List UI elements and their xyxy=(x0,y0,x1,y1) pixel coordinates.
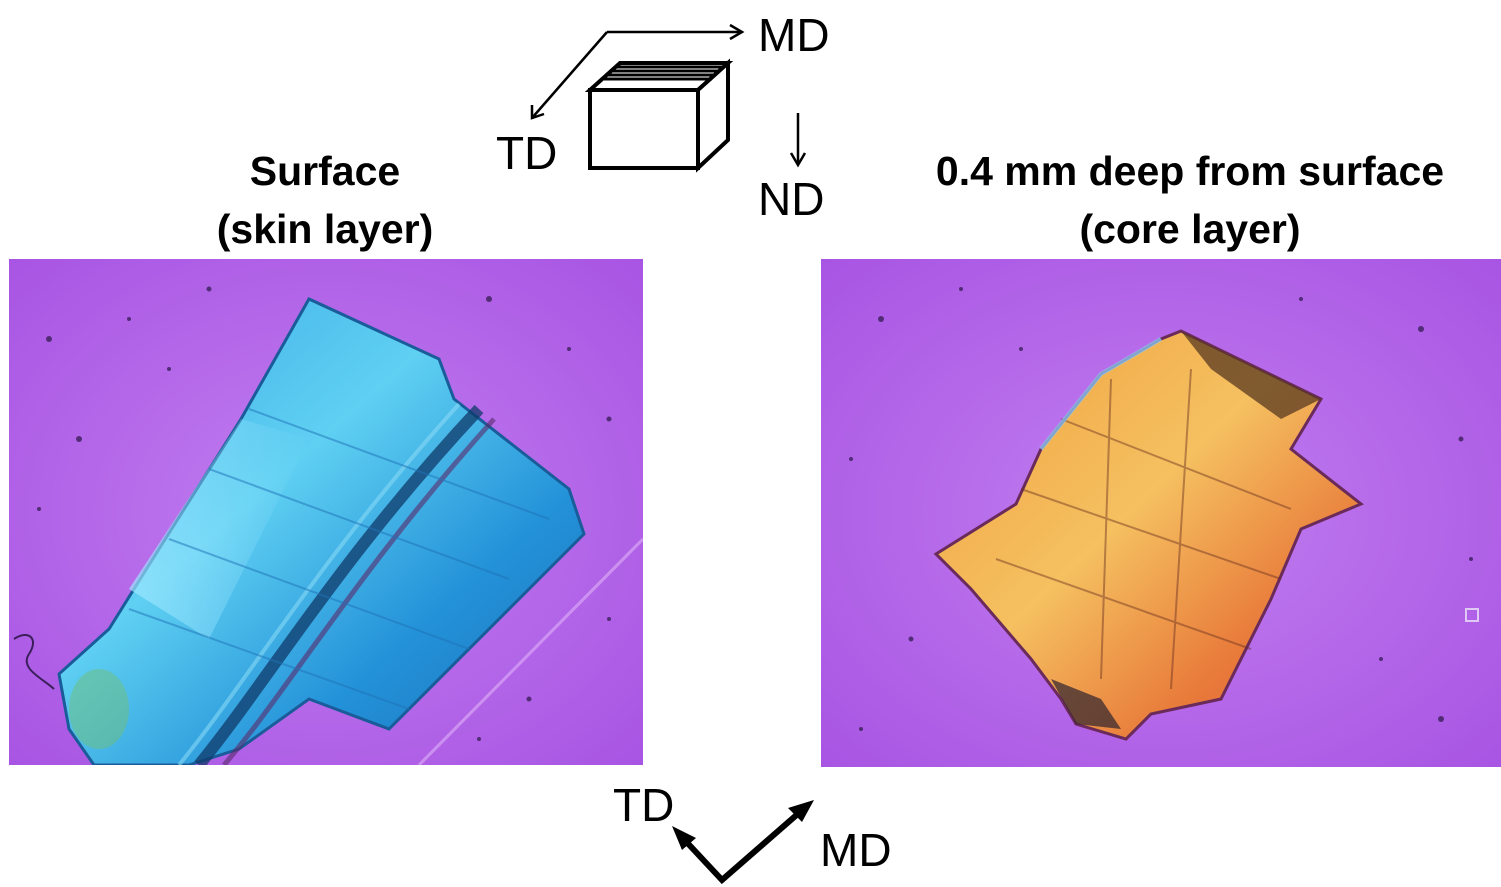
left-title-line2: (skin layer) xyxy=(216,206,434,252)
left-panel-title: Surface (skin layer) xyxy=(160,142,490,258)
skin-layer-micrograph xyxy=(9,259,643,765)
right-title-line2: (core layer) xyxy=(1079,206,1301,252)
cube-md-label: MD xyxy=(758,9,830,61)
bottom-td-label: TD xyxy=(613,779,675,831)
right-panel-title: 0.4 mm deep from surface (core layer) xyxy=(870,142,1501,258)
bottom-orientation-arrows xyxy=(672,800,814,885)
core-layer-micrograph xyxy=(821,259,1501,767)
cube-td-label: TD xyxy=(496,127,558,179)
right-title-line1: 0.4 mm deep from surface xyxy=(935,148,1445,194)
bottom-md-label: MD xyxy=(820,824,892,876)
left-title-line1: Surface xyxy=(249,148,401,194)
cube-orientation-diagram xyxy=(530,23,807,173)
cube-nd-label: ND xyxy=(758,173,825,225)
